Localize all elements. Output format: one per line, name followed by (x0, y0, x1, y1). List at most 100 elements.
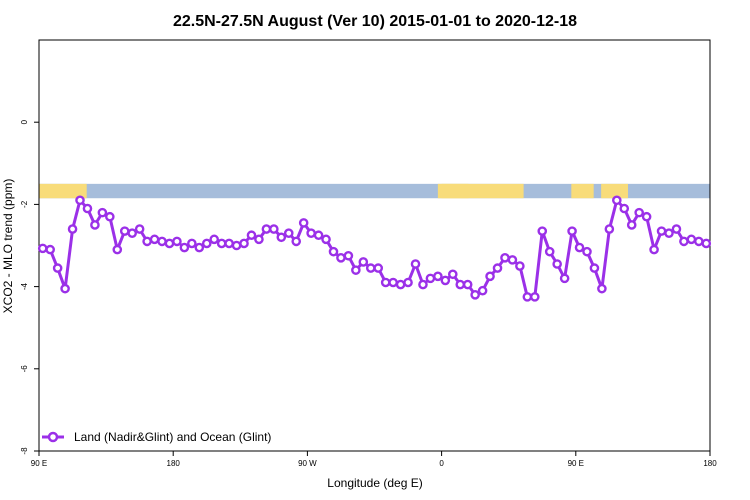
data-point (239, 238, 249, 249)
data-point (574, 242, 585, 253)
plot-frame (38, 39, 711, 452)
data-point (261, 224, 272, 234)
data-point (388, 277, 398, 288)
data-point (552, 259, 562, 269)
data-point (127, 228, 137, 238)
data-point (321, 234, 331, 245)
y-axis-label: XCO2 - MLO trend (ppm) (1, 179, 15, 314)
data-point (582, 246, 592, 257)
data-point (612, 195, 622, 206)
y-tick-label: -8 (20, 447, 29, 455)
data-point (455, 279, 466, 290)
data-point (410, 259, 421, 269)
data-point (97, 207, 108, 218)
data-point (522, 292, 533, 302)
data-point (664, 228, 674, 238)
data-point (231, 240, 242, 251)
data-point (604, 224, 615, 234)
data-point (447, 269, 458, 280)
data-point (694, 236, 704, 247)
x-tick-label: 0 (439, 459, 444, 468)
y-axis: 0 -2 -4 -6 -8 (20, 119, 39, 455)
data-point (112, 244, 123, 255)
x-tick-label: 90 E (31, 459, 47, 468)
data-point (283, 228, 294, 238)
data-point (157, 236, 167, 247)
land-segment (39, 183, 87, 199)
data-point (75, 195, 85, 206)
data-point (634, 207, 644, 218)
x-axis-label: Longitude (deg E) (327, 476, 422, 490)
data-point (485, 271, 495, 282)
data-point (462, 279, 473, 290)
data-point (425, 273, 436, 284)
data-point (336, 253, 346, 263)
data-point (626, 220, 637, 230)
chart-title: 22.5N-27.5N August (Ver 10) 2015-01-01 t… (173, 13, 577, 30)
x-tick-label: 90 W (298, 459, 317, 468)
data-point (470, 290, 480, 300)
data-point (246, 230, 257, 241)
data-point (597, 283, 607, 294)
data-point (291, 236, 302, 247)
y-tick-label: -2 (20, 200, 29, 208)
data-point (529, 292, 540, 302)
legend-marker (47, 431, 59, 443)
data-point (351, 265, 361, 275)
data-point (358, 257, 369, 267)
series-line (42, 198, 707, 299)
land-ocean-strip (39, 183, 710, 199)
legend-label: Land (Nadir&Glint) and Ocean (Glint) (74, 430, 271, 444)
data-point (313, 230, 324, 241)
data-point (82, 203, 93, 214)
data-point (500, 253, 510, 263)
data-point (187, 238, 197, 249)
data-point (619, 203, 630, 214)
data-point (60, 283, 70, 294)
x-axis: 90 E 180 90 W 0 90 E 180 (31, 451, 717, 468)
data-point (515, 261, 525, 271)
y-tick-label: -6 (20, 365, 29, 373)
data-point (418, 279, 428, 290)
data-point (254, 234, 264, 245)
x-tick-label: 180 (167, 459, 181, 468)
series-group (37, 195, 712, 302)
data-point (209, 234, 220, 245)
data-point (365, 263, 376, 273)
data-point (37, 243, 48, 254)
data-point (537, 226, 548, 236)
data-point (701, 238, 712, 249)
data-point (567, 226, 577, 236)
land-segment (620, 183, 628, 199)
x-tick-label: 90 E (568, 459, 584, 468)
data-point (403, 277, 413, 288)
data-point (559, 273, 570, 284)
data-point (686, 234, 697, 245)
x-tick-label: 180 (703, 459, 717, 468)
data-point (172, 236, 182, 247)
data-point (440, 275, 451, 286)
data-point (343, 250, 354, 261)
data-point (492, 263, 503, 273)
data-point (656, 226, 667, 236)
data-point (201, 238, 212, 249)
data-point (306, 228, 316, 238)
data-point (544, 246, 555, 257)
y-tick-label: -4 (20, 282, 29, 290)
ocean-band (39, 183, 710, 199)
data-point (179, 242, 190, 253)
data-point (649, 244, 659, 255)
data-point (142, 236, 152, 247)
data-point (671, 224, 682, 234)
data-point (298, 218, 309, 228)
data-point (45, 244, 55, 255)
data-point (119, 226, 130, 236)
data-point (395, 279, 406, 290)
data-point (194, 242, 205, 253)
data-point (105, 211, 115, 222)
data-point (134, 224, 145, 234)
data-point (589, 263, 600, 273)
data-point (380, 277, 391, 288)
land-segment (571, 183, 594, 199)
